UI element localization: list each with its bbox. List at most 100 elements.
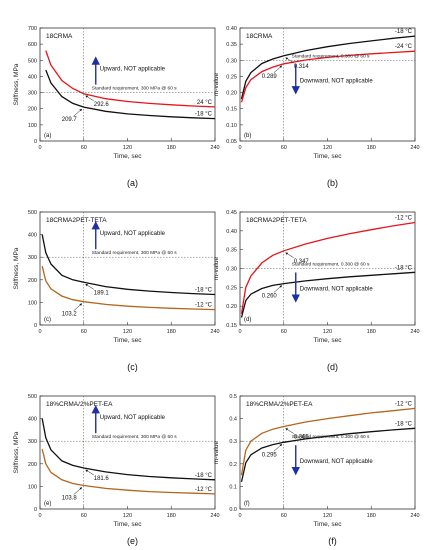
series-end-label: -18 °C <box>395 421 413 427</box>
x-axis-label: Time, sec <box>314 153 343 160</box>
y-tick-label: 0.20 <box>226 304 237 310</box>
value-annotation: 0.314 <box>294 64 310 70</box>
series-line-1 <box>45 69 216 120</box>
series-line-0 <box>240 35 416 100</box>
chart-panel-d: 0.15 0.20 0.25 0.30 0.35 0.40 0.45 0 60 120 180 240… <box>213 210 420 372</box>
panel-tag: (b) <box>244 133 251 139</box>
series-line-0 <box>240 221 416 314</box>
series-line-1 <box>41 266 216 311</box>
x-tick-label: 0 <box>238 145 241 151</box>
plot-frame <box>39 27 216 142</box>
value-annotation: 0.295 <box>262 452 278 458</box>
y-tick-label: 0.35 <box>226 248 237 254</box>
y-tick-label: 0.05 <box>226 139 237 145</box>
x-tick-label: 0 <box>38 329 41 335</box>
panel-tag: (c) <box>44 317 51 323</box>
panel-tag: (a) <box>44 133 51 139</box>
y-tick-label: 0.25 <box>226 285 237 291</box>
y-tick-label: 500 <box>28 210 37 216</box>
y-tick-label: 0.40 <box>226 26 237 32</box>
x-axis-label: Time, sec <box>314 337 343 344</box>
arrow-text: Upward, NOT applicable <box>100 67 166 73</box>
plot-frame <box>39 395 216 510</box>
annotation-pointer <box>285 57 294 63</box>
requirement-text: Standard requirement, 300 MPa @ 60 s <box>92 86 177 92</box>
y-tick-label: 0.35 <box>226 42 237 48</box>
x-tick-label: 120 <box>323 145 332 151</box>
x-tick-label: 60 <box>281 329 287 335</box>
annotation-pointer <box>285 428 294 434</box>
plot-frame <box>239 395 416 510</box>
y-tick-label: 600 <box>28 42 37 48</box>
x-axis-label: Time, sec <box>114 153 143 160</box>
y-tick-label: 200 <box>28 278 37 284</box>
y-tick-label: 300 <box>28 439 37 445</box>
value-annotation: 0.347 <box>294 259 310 265</box>
x-tick-label: 240 <box>210 513 219 519</box>
annotation-pointer <box>285 252 294 259</box>
x-axis-label: Time, sec <box>114 521 143 528</box>
y-tick-label: 300 <box>28 255 37 261</box>
y-tick-label: 0.20 <box>226 91 237 97</box>
value-annotation: 103.2 <box>62 312 78 318</box>
annotation-pointer <box>273 285 283 293</box>
panel-caption: (b) <box>327 178 338 188</box>
panel-tag: (f) <box>244 501 250 507</box>
requirement-text: Standard requirement, 0.300 @ 60 s <box>292 53 370 59</box>
annotation-pointer <box>85 95 94 101</box>
y-tick-label: 400 <box>28 74 37 80</box>
y-tick-label: 0 <box>34 507 37 513</box>
y-tick-label: 0.0 <box>229 507 237 513</box>
series-end-label: -12 °C <box>195 303 213 309</box>
x-tick-label: 180 <box>367 329 376 335</box>
x-tick-label: 120 <box>123 513 132 519</box>
y-tick-label: 500 <box>28 394 37 400</box>
x-tick-label: 180 <box>167 513 176 519</box>
x-tick-label: 60 <box>81 329 87 335</box>
series-line-0 <box>41 234 216 296</box>
panel-tag: (d) <box>244 317 251 323</box>
requirement-text: Standard requirement, 300 MPa @ 60 s <box>92 434 177 440</box>
series-end-label: -18 °C <box>195 112 213 118</box>
y-tick-label: 700 <box>28 26 37 32</box>
y-tick-label: 200 <box>28 462 37 468</box>
y-tick-label: 0.1 <box>229 484 237 490</box>
series-end-label: -12 °C <box>395 216 413 222</box>
panel-tag: (e) <box>44 501 51 507</box>
panel-caption: (d) <box>327 362 338 372</box>
chart-panel-b: 0.05 0.10 0.15 0.20 0.25 0.30 0.35 0.40 0 60 120 18… <box>213 26 420 188</box>
series-line-0 <box>45 50 216 108</box>
panel-caption: (a) <box>127 178 138 188</box>
y-tick-label: 500 <box>28 58 37 64</box>
x-tick-label: 120 <box>123 329 132 335</box>
y-tick-label: 0.40 <box>226 229 237 235</box>
value-annotation: 181.6 <box>94 476 110 482</box>
y-tick-label: 0.15 <box>226 107 237 113</box>
series-end-label: -18 °C <box>395 29 413 35</box>
y-tick-label: 0 <box>34 139 37 145</box>
x-tick-label: 0 <box>238 513 241 519</box>
plot-frame <box>39 211 216 326</box>
y-tick-label: 0.2 <box>229 462 237 468</box>
series-line-1 <box>240 271 416 318</box>
inset-title: 18%CRMA/2%PET-EA <box>246 401 313 408</box>
value-annotation: 292.6 <box>94 102 110 108</box>
series-line-1 <box>240 50 416 103</box>
inset-title: 18%CRMA/2%PET-EA <box>46 401 113 408</box>
series-line-0 <box>41 418 216 481</box>
x-tick-label: 120 <box>323 329 332 335</box>
y-tick-label: 100 <box>28 123 37 129</box>
inset-title: 18CRMA <box>46 33 73 40</box>
series-line-1 <box>240 427 416 483</box>
x-tick-label: 180 <box>367 513 376 519</box>
y-axis-label: Stiffness, MPa <box>13 431 20 473</box>
y-tick-label: 100 <box>28 484 37 490</box>
x-tick-label: 120 <box>123 145 132 151</box>
arrow-text: Downward, NOT applicable <box>300 78 374 84</box>
y-tick-label: 0.15 <box>226 323 237 329</box>
y-tick-label: 0.30 <box>226 267 237 273</box>
inset-title: 18CRMA2PET-TETA <box>246 217 307 224</box>
panel-caption: (c) <box>127 362 138 372</box>
x-tick-label: 60 <box>81 513 87 519</box>
